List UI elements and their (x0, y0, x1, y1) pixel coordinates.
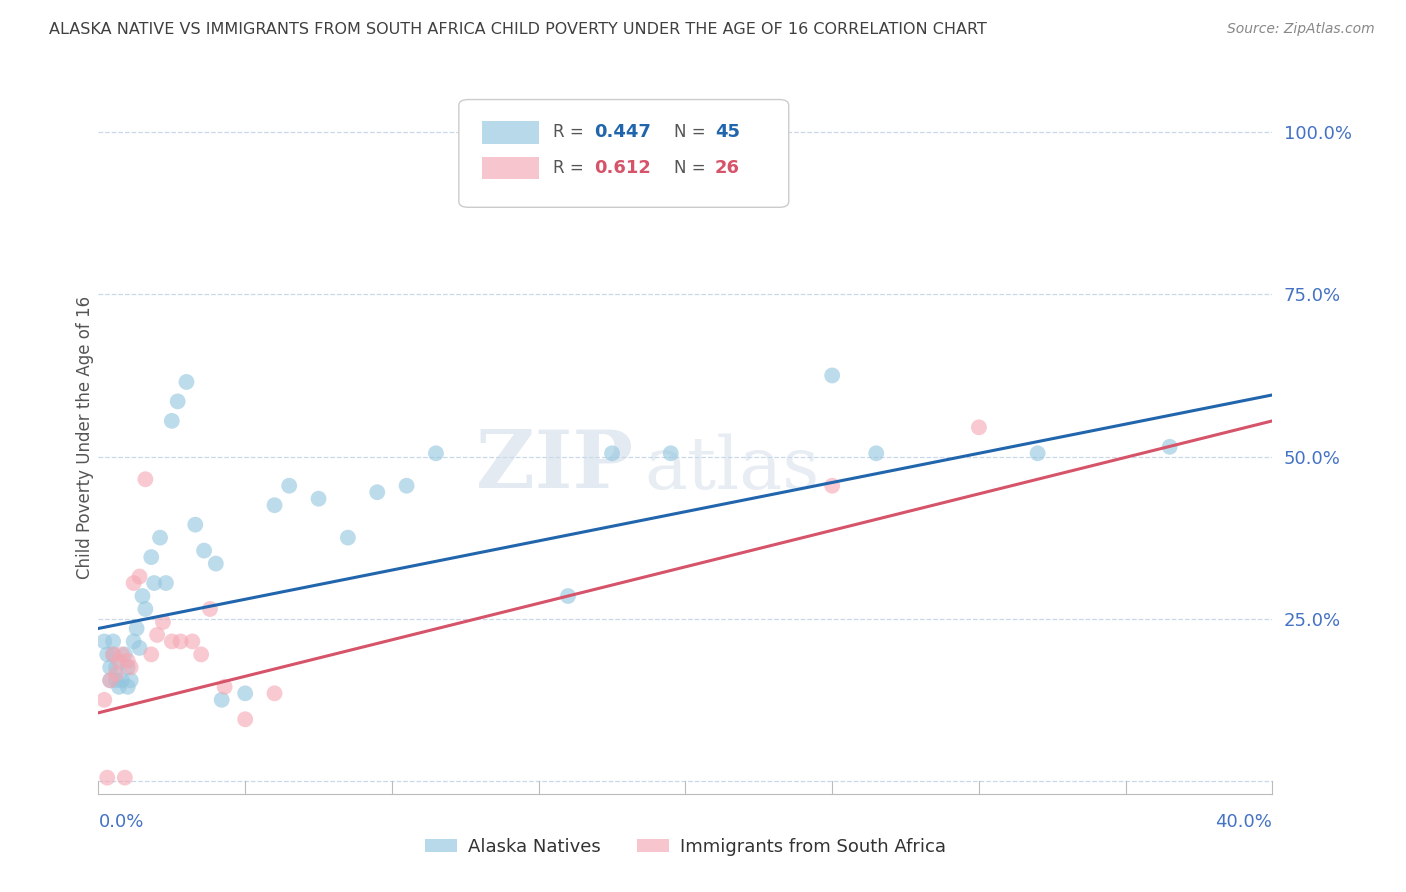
Point (131, 589, 153, 603)
Point (193, 543, 215, 558)
Text: N =: N = (673, 123, 710, 141)
Point (134, 602, 156, 616)
Text: 45: 45 (714, 123, 740, 141)
Text: ALASKA NATIVE VS IMMIGRANTS FROM SOUTH AFRICA CHILD POVERTY UNDER THE AGE OF 16 : ALASKA NATIVE VS IMMIGRANTS FROM SOUTH A… (49, 22, 987, 37)
Point (101, 634, 124, 648)
FancyBboxPatch shape (458, 100, 789, 207)
Point (336, 531, 359, 545)
Point (149, 531, 172, 545)
Point (111, 673, 134, 688)
Point (143, 576, 166, 591)
Point (233, 686, 256, 700)
Point (181, 634, 204, 648)
FancyBboxPatch shape (482, 121, 538, 144)
Text: 0.0%: 0.0% (98, 814, 143, 831)
Point (120, 673, 142, 688)
Point (117, 660, 139, 674)
Point (233, 712, 256, 726)
Point (263, 686, 285, 700)
Point (98, 673, 121, 688)
Point (96, 648, 118, 662)
Point (190, 648, 212, 662)
Point (821, 368, 844, 383)
Point (141, 648, 163, 662)
Point (111, 648, 134, 662)
Point (1159, 440, 1181, 454)
Text: N =: N = (673, 159, 710, 177)
Point (146, 628, 169, 642)
Text: R =: R = (553, 123, 589, 141)
Point (93, 693, 115, 707)
Point (108, 680, 131, 694)
Point (214, 680, 236, 694)
Point (865, 446, 887, 460)
Point (128, 569, 150, 583)
Text: atlas: atlas (644, 434, 820, 505)
Text: 26: 26 (714, 159, 740, 177)
Point (176, 375, 198, 389)
Point (557, 589, 579, 603)
Point (128, 640, 150, 655)
Point (98, 660, 121, 674)
Point (821, 479, 844, 493)
Point (108, 654, 131, 668)
Point (120, 660, 142, 674)
Point (141, 550, 163, 565)
Point (96, 771, 118, 785)
Point (425, 446, 447, 460)
Point (117, 654, 139, 668)
Point (98, 673, 121, 688)
Point (211, 693, 233, 707)
Point (967, 420, 990, 434)
Point (278, 479, 301, 493)
Point (184, 517, 207, 532)
FancyBboxPatch shape (482, 157, 538, 179)
Point (101, 648, 124, 662)
Text: 40.0%: 40.0% (1216, 814, 1272, 831)
Point (366, 485, 388, 500)
Point (166, 394, 188, 409)
Point (600, 446, 623, 460)
Point (169, 634, 191, 648)
Point (114, 648, 136, 662)
Point (114, 771, 136, 785)
Point (155, 576, 177, 591)
Point (395, 479, 418, 493)
Point (205, 557, 228, 571)
Legend: Alaska Natives, Immigrants from South Africa: Alaska Natives, Immigrants from South Af… (418, 831, 953, 863)
Text: 0.447: 0.447 (593, 123, 651, 141)
Point (125, 622, 148, 636)
Point (105, 660, 128, 674)
Point (160, 414, 183, 428)
Point (152, 615, 174, 629)
Point (1026, 446, 1049, 460)
Point (101, 648, 124, 662)
Point (105, 673, 128, 688)
Text: Source: ZipAtlas.com: Source: ZipAtlas.com (1227, 22, 1375, 37)
Y-axis label: Child Poverty Under the Age of 16: Child Poverty Under the Age of 16 (76, 295, 94, 579)
Text: R =: R = (553, 159, 589, 177)
Point (117, 680, 139, 694)
Point (659, 446, 682, 460)
Text: ZIP: ZIP (475, 426, 633, 505)
Point (134, 472, 156, 486)
Point (308, 491, 330, 506)
Point (263, 498, 285, 512)
Point (122, 634, 145, 648)
Point (198, 602, 221, 616)
Text: 0.612: 0.612 (593, 159, 651, 177)
Point (160, 634, 183, 648)
Point (105, 666, 128, 681)
Point (122, 576, 145, 591)
Point (93, 634, 115, 648)
